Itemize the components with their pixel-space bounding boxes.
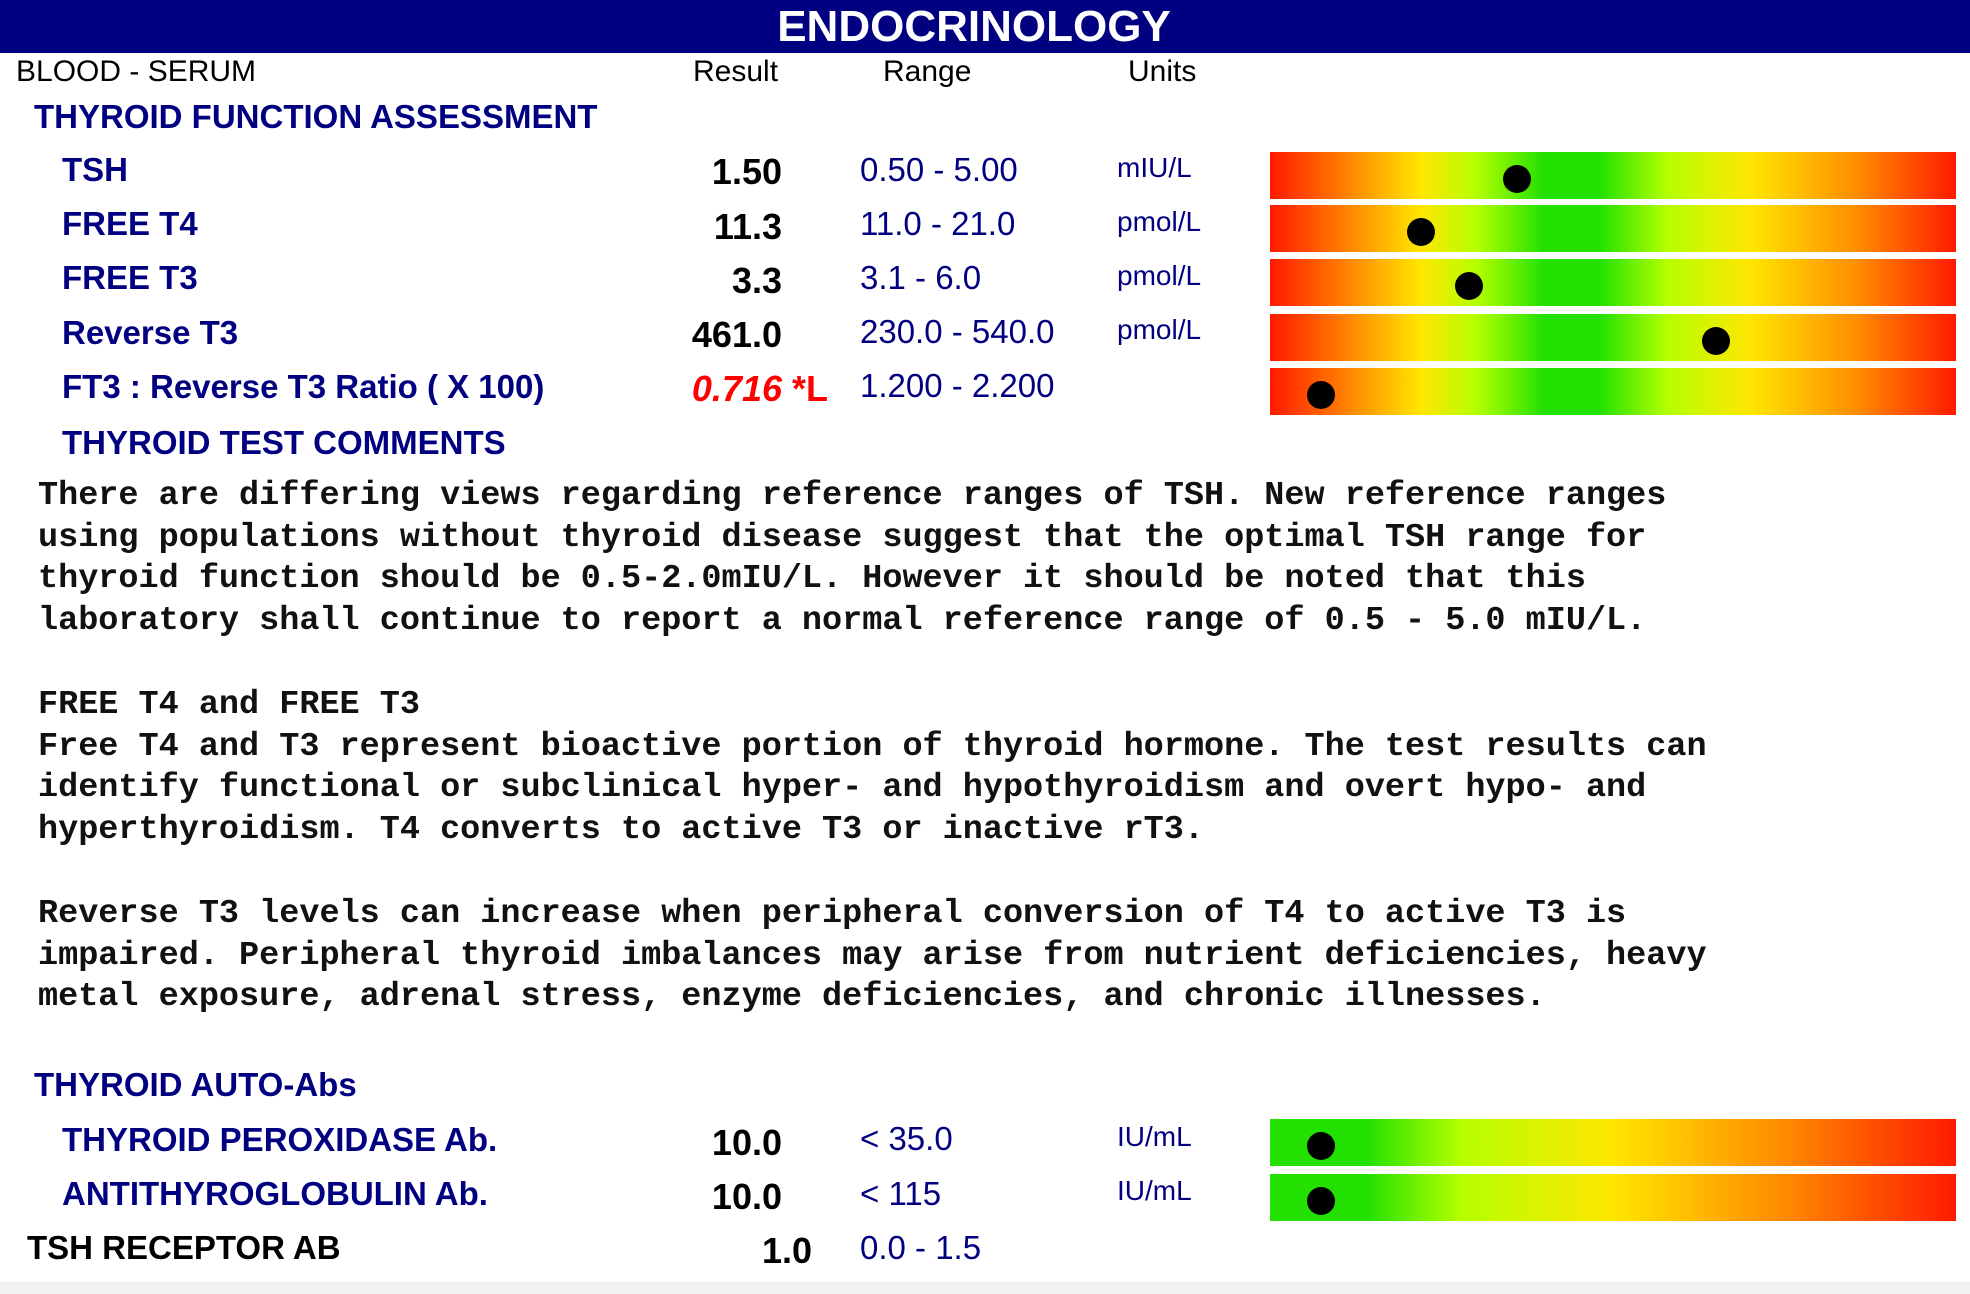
result-indicator-bar xyxy=(1270,1174,1956,1221)
test-units: pmol/L xyxy=(1117,206,1202,237)
test-range: 230.0 - 540.0 xyxy=(860,313,1055,350)
specimen-label: BLOOD - SERUM xyxy=(16,55,257,88)
result-marker xyxy=(1454,271,1483,300)
section-thyroid-comments: THYROID TEST COMMENTS xyxy=(62,424,506,461)
result-indicator-bar xyxy=(1270,259,1956,306)
comment-free-t4-t3: FREE T4 and FREE T3 Free T4 and T3 repre… xyxy=(38,686,1707,850)
test-range: 11.0 - 21.0 xyxy=(860,205,1016,242)
result-indicator-bar xyxy=(1270,314,1956,361)
test-result: 10.0 xyxy=(711,1176,782,1217)
result-marker xyxy=(1406,217,1435,246)
test-result: 3.3 xyxy=(731,260,782,301)
section-thyroid-function: THYROID FUNCTION ASSESSMENT xyxy=(34,98,598,135)
test-units: IU/mL xyxy=(1117,1175,1192,1206)
test-name: THYROID PEROXIDASE Ab. xyxy=(62,1121,498,1158)
test-name: FT3 : Reverse T3 Ratio ( X 100) xyxy=(62,368,545,405)
test-range: 3.1 - 6.0 xyxy=(860,259,982,296)
page-bottom-edge xyxy=(0,1282,1970,1294)
test-result: 0.716 xyxy=(691,368,782,409)
test-units: pmol/L xyxy=(1117,260,1202,291)
section-thyroid-autoabs: THYROID AUTO-Abs xyxy=(34,1066,357,1103)
banner: ENDOCRINOLOGY xyxy=(0,0,1970,53)
units-column-header: Units xyxy=(1128,55,1197,88)
abnormal-flag: *L xyxy=(792,368,828,409)
test-name: ANTITHYROGLOBULIN Ab. xyxy=(62,1175,488,1212)
result-indicator-bar xyxy=(1270,1119,1956,1166)
result-marker xyxy=(1307,380,1336,409)
result-indicator-bar xyxy=(1270,205,1956,252)
page-title: ENDOCRINOLOGY xyxy=(777,2,1171,51)
range-column-header: Range xyxy=(883,55,972,88)
test-range: 0.50 - 5.00 xyxy=(860,151,1018,188)
test-range: < 35.0 xyxy=(860,1120,953,1157)
comment-reverse-t3: Reverse T3 levels can increase when peri… xyxy=(38,895,1707,1017)
result-indicator-bar xyxy=(1270,152,1956,199)
test-range: 1.200 - 2.200 xyxy=(860,367,1055,404)
result-marker xyxy=(1307,1131,1336,1160)
result-marker xyxy=(1502,164,1531,193)
test-units: IU/mL xyxy=(1117,1121,1192,1152)
test-name: FREE T4 xyxy=(62,205,198,242)
test-result: 461.0 xyxy=(691,314,782,355)
result-column-header: Result xyxy=(693,55,779,88)
test-range: 0.0 - 1.5 xyxy=(860,1229,982,1266)
result-indicator-bar xyxy=(1270,368,1956,415)
test-result: 1.0 xyxy=(761,1230,812,1271)
comment-tsh: There are differing views regarding refe… xyxy=(38,477,1667,641)
result-marker xyxy=(1701,326,1730,355)
test-range: < 115 xyxy=(860,1175,942,1212)
result-marker xyxy=(1307,1186,1336,1215)
test-result: 10.0 xyxy=(711,1122,782,1163)
test-units: mIU/L xyxy=(1117,152,1192,183)
test-name: Reverse T3 xyxy=(62,314,239,351)
test-result: 11.3 xyxy=(713,206,782,247)
test-units: pmol/L xyxy=(1117,314,1202,345)
test-result: 1.50 xyxy=(711,151,782,192)
test-name: TSH RECEPTOR AB xyxy=(27,1229,341,1266)
test-name: FREE T3 xyxy=(62,259,198,296)
test-name: TSH xyxy=(62,151,128,188)
